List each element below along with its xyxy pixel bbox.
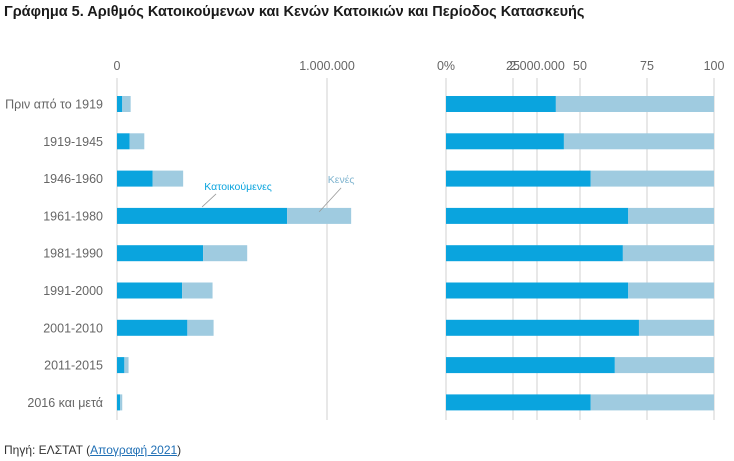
category-labels: Πριν από το 1919 1919-1945 1946-1960 1961-1… <box>5 98 103 410</box>
left-bar-occupied <box>117 245 204 262</box>
right-bar-vacant <box>614 357 714 374</box>
right-bar-occupied <box>446 133 564 150</box>
right-bar-vacant <box>563 133 714 150</box>
left-bar-vacant <box>152 170 184 187</box>
right-bar-occupied <box>446 319 639 336</box>
left-bars <box>117 96 352 411</box>
category-label: 1919-1945 <box>43 135 103 149</box>
right-bar-occupied <box>446 357 615 374</box>
left-bar-vacant <box>182 282 213 299</box>
source-suffix: ) <box>177 443 182 457</box>
right-bar-vacant <box>590 394 714 411</box>
right-bars <box>446 96 714 411</box>
right-bar-occupied <box>446 170 591 187</box>
annotations: Κατοικούμενες Κενές <box>201 174 355 213</box>
right-tick-label: 75 <box>640 59 654 73</box>
left-bar-occupied <box>117 319 188 336</box>
right-tick-label: 25 <box>506 59 520 73</box>
category-label: 2011-2015 <box>44 359 103 373</box>
left-bar-vacant <box>203 245 248 262</box>
right-bar-vacant <box>622 245 714 262</box>
source-prefix: Πηγή: ΕΛΣΤΑΤ ( <box>4 443 91 457</box>
source-note: Πηγή: ΕΛΣΤΑΤ (Απογραφή 2021) <box>4 443 181 457</box>
left-tick-label: 0 <box>114 59 121 73</box>
right-bar-occupied <box>446 96 556 112</box>
left-bar-vacant <box>124 357 129 374</box>
right-bar-vacant <box>590 170 714 187</box>
left-bar-vacant <box>187 319 214 336</box>
left-bar-occupied <box>117 394 121 411</box>
left-bar-vacant <box>122 96 131 112</box>
left-bar-occupied <box>117 357 125 374</box>
right-tick-label: 0% <box>437 59 455 73</box>
right-tick-label: 50 <box>573 59 587 73</box>
left-bar-occupied <box>117 170 153 187</box>
right-bar-vacant <box>638 319 714 336</box>
category-label: 1981-1990 <box>43 247 103 261</box>
annotation-leader-occupied <box>201 193 217 208</box>
left-bar-occupied <box>117 207 288 224</box>
right-bar-occupied <box>446 245 623 262</box>
right-bar-vacant <box>555 96 714 112</box>
right-x-axis: 0% 25 50 75 100 <box>437 59 725 73</box>
left-bar-vacant <box>129 133 145 150</box>
left-bar-occupied <box>117 96 123 112</box>
right-bar-vacant <box>628 282 714 299</box>
left-bar-occupied <box>117 133 130 150</box>
right-bar-occupied <box>446 207 629 224</box>
category-label: 1946-1960 <box>43 172 103 186</box>
left-bar-vacant <box>120 394 123 411</box>
category-label: 1961-1980 <box>43 209 103 223</box>
category-label: 1991-2000 <box>43 284 103 298</box>
left-bar-occupied <box>117 282 183 299</box>
category-label: Πριν από το 1919 <box>5 98 103 112</box>
left-bar-vacant <box>287 207 352 224</box>
category-label: 2016 και μετά <box>27 396 103 410</box>
chart-title: Γράφημα 5. Αριθμός Κατοικούμενων και Κεν… <box>4 4 585 20</box>
right-bar-vacant <box>628 207 714 224</box>
right-bar-occupied <box>446 282 629 299</box>
left-tick-label: 2.000.000 <box>509 59 565 73</box>
right-bar-occupied <box>446 394 591 411</box>
category-label: 2001-2010 <box>43 321 103 335</box>
right-tick-label: 100 <box>704 59 725 73</box>
annotation-occupied: Κατοικούμενες <box>204 181 272 193</box>
left-tick-label: 1.000.000 <box>299 59 355 73</box>
annotation-vacant: Κενές <box>328 174 355 186</box>
source-link[interactable]: Απογραφή 2021 <box>90 443 178 457</box>
left-x-axis: 0 1.000.000 2.000.000 <box>114 59 565 73</box>
annotation-leader-vacant <box>318 187 342 213</box>
